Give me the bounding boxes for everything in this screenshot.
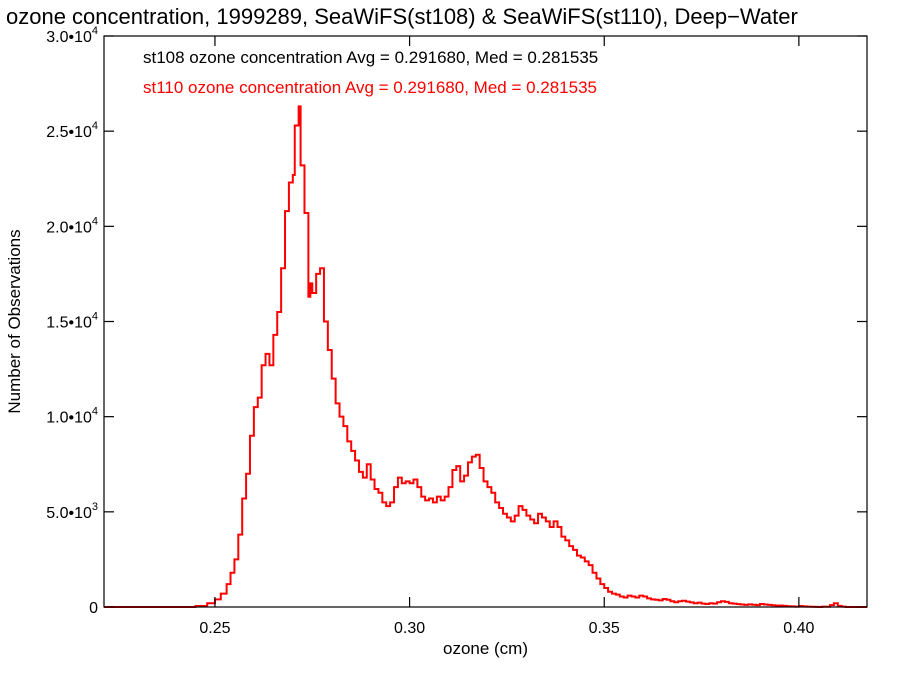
y-tick-exponent: 4 xyxy=(92,406,98,418)
y-tick-label: 1.0•104 xyxy=(46,406,98,427)
y-axis-label: Number of Observations xyxy=(5,229,24,413)
plot-series xyxy=(104,105,867,608)
x-axis: 0.25 0.30 0.35 0.40 xyxy=(199,36,815,637)
y-tick-mantissa: 1.0•10 xyxy=(46,410,92,427)
histogram-series-line xyxy=(104,105,867,608)
x-tick-label: 0.30 xyxy=(394,620,425,637)
y-tick-mantissa: 3.0•10 xyxy=(46,29,92,46)
y-tick-mantissa: 5.0•10 xyxy=(46,505,92,522)
y-tick-exponent: 4 xyxy=(92,25,98,37)
chart-title: ozone concentration, 1999289, SeaWiFS(st… xyxy=(6,4,798,29)
y-axis: 05.0•1031.0•1041.5•1042.0•1042.5•1043.0•… xyxy=(46,25,867,617)
x-axis-label: ozone (cm) xyxy=(443,639,528,658)
x-tick-label: 0.35 xyxy=(589,620,620,637)
y-tick-label: 3.0•104 xyxy=(46,25,98,46)
y-tick-mantissa: 2.5•10 xyxy=(46,124,92,141)
y-tick-mantissa: 0 xyxy=(89,600,98,617)
y-tick-label: 1.5•104 xyxy=(46,311,98,332)
y-tick-mantissa: 1.5•10 xyxy=(46,315,92,332)
annotation-st110: st110 ozone concentration Avg = 0.291680… xyxy=(143,78,597,97)
x-tick-label: 0.25 xyxy=(199,620,230,637)
y-tick-exponent: 4 xyxy=(92,311,98,323)
y-tick-mantissa: 2.0•10 xyxy=(46,219,92,236)
y-tick-label: 2.0•104 xyxy=(46,215,98,236)
y-tick-label: 2.5•104 xyxy=(46,120,98,141)
x-tick-label: 0.40 xyxy=(783,620,814,637)
annotation-st108: st108 ozone concentration Avg = 0.291680… xyxy=(143,48,598,67)
y-tick-label: 0 xyxy=(89,600,98,617)
y-tick-label: 5.0•103 xyxy=(46,501,98,522)
plot-frame xyxy=(103,35,868,608)
y-tick-exponent: 3 xyxy=(92,501,98,513)
y-tick-exponent: 4 xyxy=(92,120,98,132)
y-tick-exponent: 4 xyxy=(92,215,98,227)
